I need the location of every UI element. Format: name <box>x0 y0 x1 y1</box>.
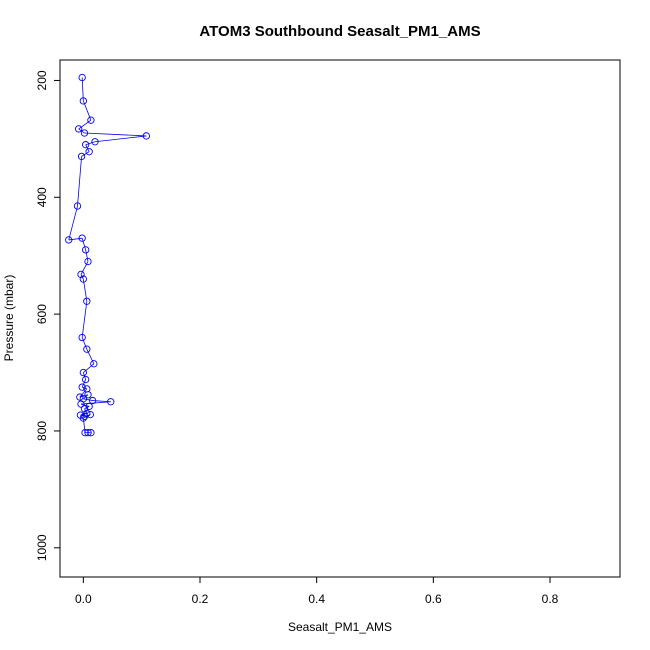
y-axis-label: Pressure (mbar) <box>2 275 16 362</box>
x-axis: 0.0 0.2 0.4 0.6 0.8 <box>75 577 559 606</box>
series-lines <box>68 77 147 434</box>
data-point <box>87 116 95 124</box>
data-point <box>80 405 89 413</box>
data-point <box>77 400 85 408</box>
data-point <box>84 257 92 266</box>
x-tick-label: 0.0 <box>75 592 92 606</box>
series-points <box>65 73 150 437</box>
data-point <box>79 275 87 283</box>
data-point <box>78 73 86 82</box>
data-point <box>78 383 86 391</box>
series-line-segment <box>83 363 95 373</box>
data-point <box>77 152 86 161</box>
series-line-segment <box>85 249 89 262</box>
series-line-segment <box>85 141 96 146</box>
data-point <box>89 396 97 405</box>
data-point <box>76 393 84 401</box>
series-line-segment <box>78 119 92 130</box>
data-point <box>87 429 95 437</box>
series-line-segment <box>80 401 111 405</box>
data-point <box>75 125 83 133</box>
data-point <box>91 138 99 146</box>
chart-title: ATOM3 Southbound Seasalt_PM1_AMS <box>199 23 480 40</box>
data-point <box>84 429 92 437</box>
y-tick-label: 400 <box>35 187 49 207</box>
series-line-segment <box>86 348 95 364</box>
series-line-segment <box>81 379 87 388</box>
series-line-segment <box>68 237 83 241</box>
series-line-segment <box>83 398 93 401</box>
data-point <box>82 375 90 384</box>
data-point <box>81 429 89 437</box>
data-point <box>90 360 98 368</box>
y-tick-label: 800 <box>35 421 49 441</box>
data-point <box>142 132 150 140</box>
y-tick-label: 200 <box>35 70 49 90</box>
data-point <box>78 333 86 342</box>
data-point <box>83 345 91 353</box>
series-line-segment <box>80 274 84 280</box>
data-point <box>65 236 73 244</box>
data-point <box>77 270 85 279</box>
series-line-segment <box>81 337 88 350</box>
y-tick-label: 600 <box>35 304 49 324</box>
plot-frame <box>59 59 621 578</box>
series-line-segment <box>77 156 82 207</box>
series-line-segment <box>80 261 89 275</box>
series-line-segment <box>81 301 88 338</box>
data-point <box>79 414 87 422</box>
y-tick-label: 1000 <box>35 534 49 561</box>
data-point <box>73 202 82 210</box>
data-point <box>85 148 93 156</box>
data-point <box>83 297 91 305</box>
data-point <box>79 368 87 377</box>
data-point <box>85 402 93 411</box>
series-line-segment <box>84 132 147 137</box>
data-point <box>84 391 92 399</box>
data-point <box>78 234 86 242</box>
series-line-segment <box>94 135 147 143</box>
data-point <box>79 97 87 105</box>
x-tick-label: 0.8 <box>542 592 559 606</box>
x-axis-label: Seasalt_PM1_AMS <box>288 620 392 634</box>
series-line-segment <box>81 238 87 250</box>
x-tick-label: 0.2 <box>192 592 209 606</box>
series-line-segment <box>82 372 87 380</box>
data-point <box>80 129 89 137</box>
series-line-segment <box>82 279 88 302</box>
series-line-segment <box>79 388 88 398</box>
data-point <box>82 246 90 254</box>
series-line-segment <box>85 144 90 152</box>
series-line-segment <box>81 77 84 101</box>
x-tick-label: 0.6 <box>425 592 442 606</box>
data-point <box>86 410 94 419</box>
series-line-segment <box>84 408 88 414</box>
series-line-segment <box>68 205 78 241</box>
series-line-segment <box>82 386 87 390</box>
series-line-segment <box>81 151 90 157</box>
x-tick-label: 0.4 <box>308 592 325 606</box>
y-axis: 200 400 600 800 1000 <box>35 70 60 561</box>
series-line-segment <box>82 418 86 433</box>
data-point <box>82 141 90 149</box>
data-point <box>107 398 115 406</box>
series-line-segment <box>84 406 90 410</box>
